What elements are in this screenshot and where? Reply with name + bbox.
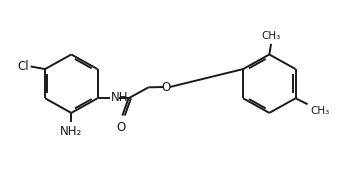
Text: CH₃: CH₃	[310, 106, 330, 116]
Text: CH₃: CH₃	[261, 31, 281, 41]
Text: NH: NH	[111, 92, 129, 104]
Text: O: O	[162, 81, 171, 93]
Text: Cl: Cl	[17, 60, 29, 73]
Text: O: O	[116, 121, 126, 134]
Text: NH₂: NH₂	[60, 125, 82, 137]
